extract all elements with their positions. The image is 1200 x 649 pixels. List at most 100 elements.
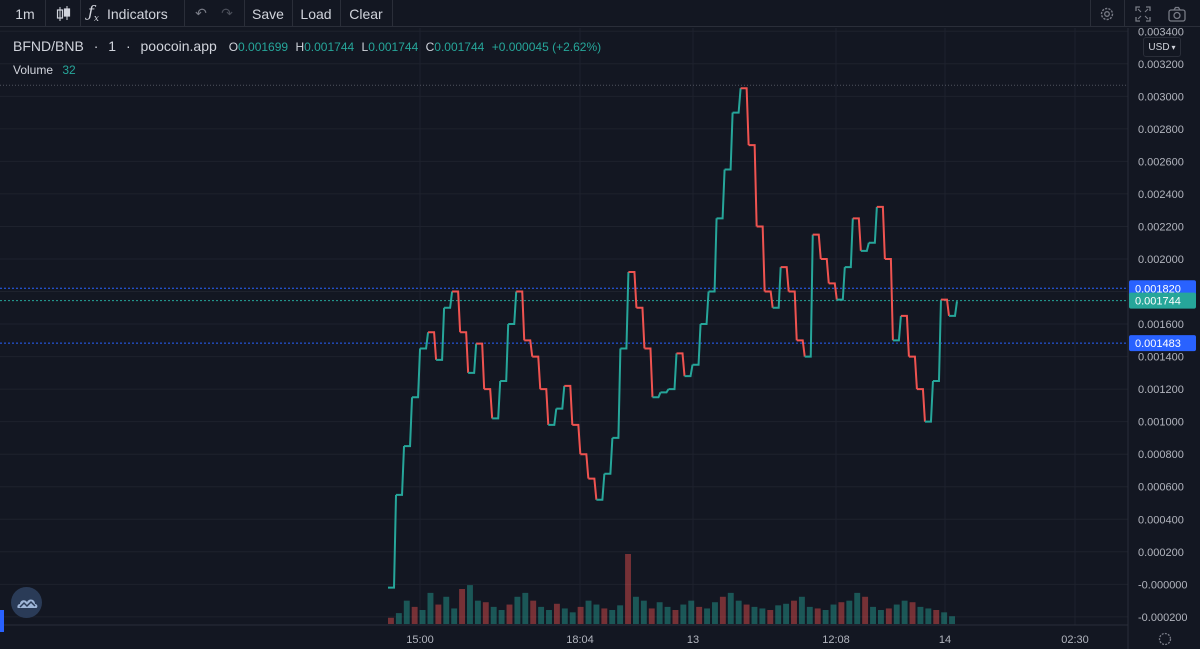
settings-button[interactable] [1094,0,1120,27]
price-segment [908,355,918,390]
volume-bar [814,608,821,624]
y-tick-label: 0.000800 [1138,449,1184,461]
price-segment [484,388,494,419]
volume-bar [435,604,442,624]
volume-bar [735,600,742,624]
y-tick-label: 0.001000 [1138,417,1184,429]
toolbar-divider [1090,0,1091,27]
toolbar-divider [184,0,185,27]
legend-dot: · [125,38,131,54]
price-segment [436,307,446,361]
volume-bar [632,596,639,624]
volume-bar [688,600,695,624]
currency-selector[interactable]: USD ▾ [1143,37,1181,57]
y-tick-label: 0.002000 [1138,254,1184,266]
price-segment [732,88,742,114]
x-tick-label: 15:00 [406,634,434,646]
price-segment [668,353,678,391]
volume-bar [514,596,521,624]
volume-bar [490,606,497,624]
volume-bar [640,600,647,624]
price-segment [876,205,886,260]
volume-bar [767,610,774,624]
y-tick-label: 0.000400 [1138,514,1184,526]
price-segment [404,397,414,448]
indicators-button[interactable]: ƒx Indicators [88,0,184,27]
price-segment [740,87,750,146]
volume-bar [648,608,655,624]
toolbar-divider [1124,0,1125,27]
volume-bar [885,608,892,624]
price-segment [388,494,398,589]
tradingview-logo-button[interactable] [11,587,42,618]
price-segment [428,331,438,360]
volume-bar [933,610,940,624]
price-segment [868,206,878,244]
price-segment [540,388,550,425]
price-chart[interactable]: 0.003400 0.003200 0.003000 0.002800 0.002600… [0,28,1200,649]
y-tick-label: 0.001600 [1138,319,1184,331]
volume-bar [822,610,829,624]
price-badge [1129,335,1196,352]
price-segment [780,266,790,292]
candles-type-button[interactable] [50,0,76,27]
high-value: 0.001744 [304,40,355,54]
price-segment [900,314,910,357]
symbol-name[interactable]: BFND/BNB [13,38,84,54]
price-segment [892,315,902,342]
volume-bar [593,604,600,624]
volume-bar [775,605,782,624]
volume-bar [451,608,458,624]
price-segment [444,291,454,309]
price-segment [716,169,726,220]
volume-bar [846,600,853,624]
chart-grid [0,28,1128,625]
undo-button[interactable]: ↶ [190,0,212,27]
save-button[interactable]: Save [248,0,288,27]
redo-button[interactable]: ↷ [216,0,238,27]
fullscreen-icon [1135,5,1151,22]
y-tick-label: 0.001400 [1138,352,1184,364]
y-tick-label: 0.001200 [1138,384,1184,396]
low-label: L [361,40,369,54]
price-segment [476,342,486,390]
x-tick-label: 02:30 [1061,634,1089,646]
price-segment [556,385,566,410]
price-badge [1129,292,1196,309]
volume-bar [546,610,552,624]
volume-bar [427,592,434,624]
load-label: Load [300,5,332,22]
volume-bar [498,610,505,624]
interval-button[interactable]: 1m [8,0,42,27]
price-segment [844,218,854,269]
price-segment [596,473,606,501]
toolbar-divider [80,0,81,27]
price-segment [804,234,814,358]
volume-value: 32 [62,63,76,77]
clear-button[interactable]: Clear [344,0,388,27]
price-segment [604,437,614,475]
price-segment [500,324,510,382]
volume-bar [561,608,568,624]
price-segment [580,453,590,479]
price-segment [516,290,526,341]
change-value: +0.000045 (+2.62%) [491,40,602,54]
axis-settings-button[interactable] [1158,632,1172,646]
volume-bar [388,617,394,624]
volume-bar [656,602,663,624]
price-segment [940,298,950,317]
fullscreen-button[interactable] [1130,0,1156,27]
volume-bar [909,602,916,624]
load-button[interactable]: Load [296,0,336,27]
volume-bars [388,554,955,624]
price-series [388,87,958,589]
volume-bar [696,606,703,624]
volume-bar [419,610,426,624]
volume-bar [553,603,560,624]
volume-bar [569,612,576,624]
price-segment [460,331,470,373]
price-segment [652,392,662,399]
volume-bar [530,600,537,624]
screenshot-button[interactable] [1164,0,1190,27]
y-tick-label: 0.000600 [1138,482,1184,494]
